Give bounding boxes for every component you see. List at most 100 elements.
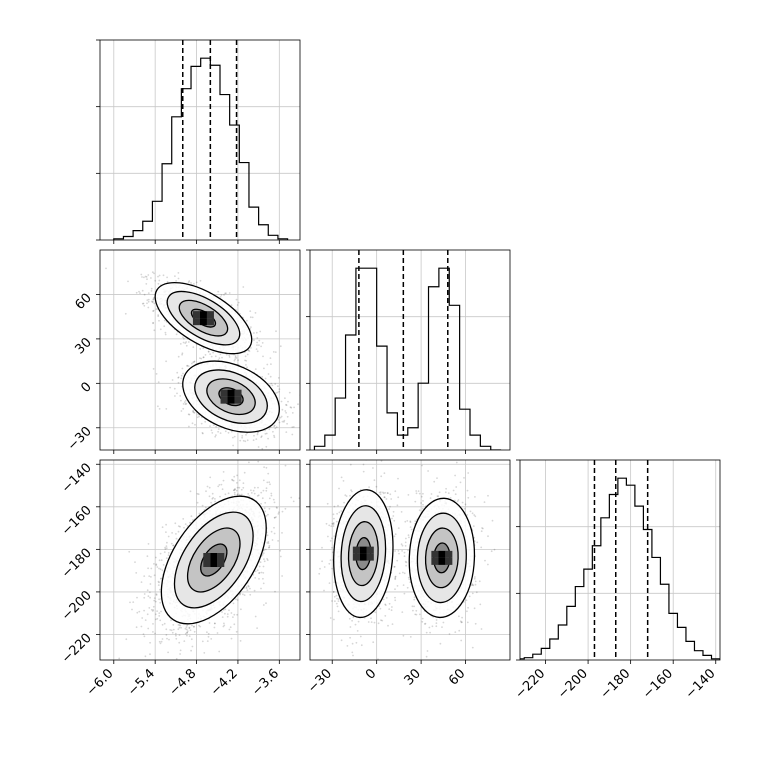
joint-0-2-sample	[170, 542, 173, 545]
joint-0-1-sample	[105, 267, 107, 270]
joint-0-2-sample	[184, 523, 187, 525]
joint-0-2-sample	[238, 479, 241, 482]
joint-0-1-sample	[181, 352, 184, 355]
joint-0-2-sample	[179, 649, 182, 652]
joint-0-2-sample	[233, 623, 236, 626]
joint-0-1-sample	[239, 439, 242, 442]
joint-0-1-sample	[264, 432, 267, 435]
joint-0-2-sample	[210, 501, 213, 504]
joint-0-1-core-1	[220, 389, 228, 397]
joint-0-1-sample	[277, 385, 279, 388]
joint-0-1-sample	[187, 365, 190, 367]
joint-0-2-sample	[135, 626, 138, 629]
joint-0-1-sample	[219, 432, 222, 434]
joint-0-1-sample	[141, 302, 144, 305]
joint-0-2-sample	[261, 497, 264, 500]
joint-0-1-sample	[188, 280, 191, 282]
joint-0-1-sample	[169, 386, 172, 389]
joint-0-2-sample	[277, 513, 280, 515]
joint-0-1-core-1	[227, 389, 235, 397]
joint-0-1-sample	[185, 402, 188, 405]
joint-0-1-sample	[224, 292, 227, 295]
joint-0-2-sample	[213, 626, 216, 629]
joint-0-1-sample	[153, 329, 156, 332]
joint-0-1-sample	[210, 429, 213, 432]
hist-1-frame	[309, 249, 511, 451]
joint-0-1-sample	[207, 350, 210, 353]
joint-0-2-sample	[243, 471, 246, 474]
joint-0-2-sample	[179, 653, 182, 655]
joint-0-2-sample	[260, 491, 263, 494]
joint-0-2-sample	[159, 619, 162, 622]
joint-0-2-sample	[254, 577, 257, 579]
joint-0-1-sample	[228, 354, 231, 357]
joint-0-1-sample	[145, 276, 148, 278]
joint-0-1-sample	[181, 367, 184, 370]
joint-0-1-sample	[254, 312, 257, 314]
joint-0-2-sample	[147, 543, 150, 545]
joint-0-1-sample	[253, 332, 255, 334]
joint-0-1-sample	[254, 368, 257, 370]
joint-0-1-sample	[266, 363, 269, 366]
joint-0-2-sample	[207, 632, 210, 635]
joint-0-2-sample	[157, 580, 160, 583]
joint-0-1-sample	[220, 294, 223, 296]
joint-0-2-sample	[191, 519, 194, 521]
joint-0-2-sample	[236, 486, 239, 489]
joint-0-2-sample	[220, 483, 223, 486]
joint-0-2-sample	[236, 613, 239, 616]
joint-0-2-sample	[263, 507, 266, 510]
joint-0-1-sample	[234, 358, 237, 361]
joint-0-1-sample	[183, 401, 186, 403]
joint-0-2-sample	[171, 532, 174, 534]
joint-0-2-sample	[189, 629, 192, 632]
joint-0-1-sample	[260, 345, 262, 348]
joint-0-2-sample	[266, 534, 269, 537]
joint-0-1-sample	[260, 436, 263, 439]
joint-0-1-sample	[135, 291, 138, 294]
joint-0-2-sample	[236, 474, 239, 477]
joint-0-2-sample	[268, 497, 271, 500]
joint-0-1-sample	[283, 421, 285, 423]
joint-0-1-sample	[174, 275, 176, 277]
joint-0-2-sample	[190, 638, 193, 641]
joint-0-2-sample	[250, 492, 253, 494]
joint-0-1-sample	[199, 279, 202, 282]
joint-0-1-sample	[273, 425, 275, 428]
joint-0-2-sample	[183, 526, 185, 529]
joint-0-2-sample	[232, 602, 235, 605]
joint-0-1-sample	[152, 368, 155, 370]
joint-0-2-sample	[258, 578, 260, 580]
joint-0-1-sample	[200, 357, 203, 360]
joint-0-1-sample	[180, 377, 183, 380]
joint-0-1-core-1	[234, 396, 242, 404]
joint-0-2-sample	[254, 615, 257, 618]
joint-0-1-sample	[267, 437, 269, 440]
joint-0-1-sample	[141, 276, 143, 278]
joint-0-1-sample	[155, 373, 158, 375]
joint-0-2-sample	[232, 479, 235, 482]
joint-0-2-sample	[153, 597, 156, 599]
joint-0-1-sample	[209, 353, 212, 355]
joint-0-2-sample	[149, 641, 152, 644]
joint-0-1-sample	[278, 421, 281, 424]
joint-0-2-sample	[178, 634, 181, 636]
joint-0-2-sample	[232, 456, 234, 458]
joint-0-1-sample	[202, 356, 205, 359]
joint-0-2-sample	[247, 584, 250, 587]
joint-0-2-sample	[159, 577, 162, 580]
joint-0-2-sample	[266, 558, 268, 560]
joint-0-2-sample	[142, 633, 145, 635]
joint-0-2-sample	[230, 612, 233, 614]
joint-0-2-sample	[169, 629, 172, 631]
joint-0-2-sample	[166, 637, 168, 640]
joint-0-2-sample	[234, 488, 236, 490]
joint-0-2-sample	[262, 582, 265, 585]
joint-0-1-sample	[195, 281, 198, 284]
joint-0-1-sample	[204, 354, 207, 356]
joint-0-1-sample	[241, 436, 244, 439]
joint-0-1-sample	[269, 375, 272, 378]
joint-0-1-sample	[151, 301, 154, 304]
joint-0-1-sample	[164, 331, 167, 334]
joint-0-1-sample	[272, 430, 274, 433]
